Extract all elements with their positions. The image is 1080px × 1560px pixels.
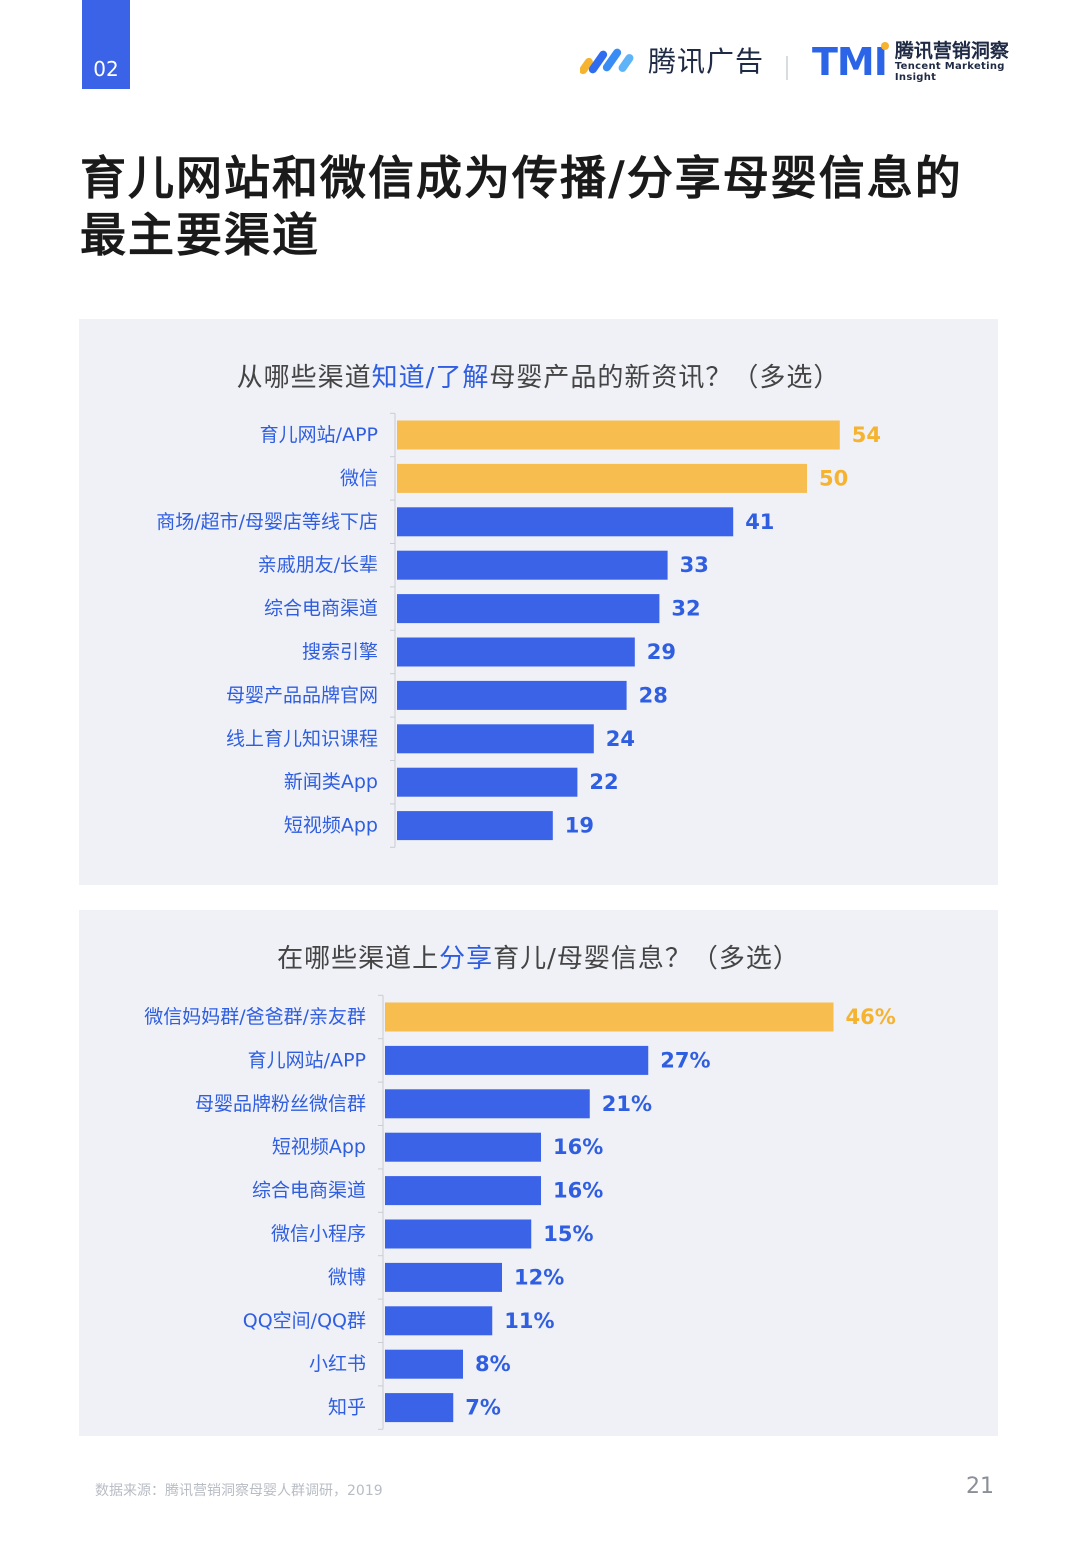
chart-1-bar [397, 463, 807, 493]
data-source-note: 数据来源：腾讯营销洞察母婴人群调研，2019 [95, 1483, 383, 1499]
chart-2: 微信妈妈群/爸爸群/亲友群 46% 育儿网站/APP 27% 母婴品牌粉丝微信群 21% 短… [144, 994, 896, 1430]
chart-1-category-label: 商场/超市/母婴店等线下店 [156, 511, 378, 533]
chart-2-value-label: 15% [543, 1222, 593, 1246]
chart-2-category-label: 微博 [328, 1266, 366, 1288]
chart-2-bar [385, 1349, 463, 1379]
chart-2-value-label: 8% [475, 1352, 511, 1376]
tencent-ads-wordmark: 腾讯广告 [648, 45, 765, 78]
chart-2-bar [385, 1219, 532, 1249]
chart-1-title-post: 母婴产品的新资讯？（多选） [489, 363, 841, 393]
header-logos: 腾讯广告 TMI 腾讯营销洞察 Tencent Marketing Insigh… [580, 40, 1030, 90]
tmi-mark: TMI [812, 40, 889, 84]
chart-1-title-highlight: 知道/了解 [371, 363, 490, 393]
chart-1-bar [397, 507, 734, 537]
chart-2-bar [385, 1045, 649, 1075]
chart-1-category-label: 新闻类App [284, 771, 378, 793]
chart-1-category-label: 微信 [340, 467, 378, 489]
chart-1-bar [397, 550, 668, 580]
chart-panel-1: 从哪些渠道知道/了解母婴产品的新资讯？（多选） 育儿网站/APP 54 微信 50 商场… [79, 319, 998, 885]
tmi-dot-icon [880, 42, 889, 50]
chart-2-value-label: 12% [514, 1265, 564, 1289]
tmi-mark-text: TMI [812, 40, 888, 84]
chart-2-category-label: 综合电商渠道 [252, 1180, 366, 1202]
chart-1-bar [397, 420, 840, 450]
chart-1-value-label: 29 [647, 640, 676, 664]
chart-1-category-label: 搜索引擎 [302, 641, 378, 663]
chart-2-bar [385, 1176, 541, 1206]
chart-2-value-label: 7% [465, 1396, 501, 1420]
chart-2-bar [385, 1306, 493, 1336]
tmi-cn-name: 腾讯营销洞察 [894, 39, 1009, 62]
chart-1-bar [397, 680, 627, 710]
chart-1-bar [397, 594, 660, 624]
chart-1-category-label: 线上育儿知识课程 [226, 728, 378, 750]
chart-2-value-label: 11% [504, 1309, 554, 1333]
chart-2-category-label: 微信小程序 [271, 1223, 366, 1245]
chart-1-category-label: 亲戚朋友/长辈 [258, 554, 378, 576]
chart-2-title-pre: 在哪些渠道上 [277, 944, 440, 974]
chart-2-value-label: 16% [553, 1179, 603, 1203]
chart-1-title: 从哪些渠道知道/了解母婴产品的新资讯？（多选） [79, 357, 998, 394]
chart-1-title-pre: 从哪些渠道 [236, 363, 372, 393]
chart-2-category-label: 知乎 [328, 1397, 366, 1419]
tmi-en-name: Tencent Marketing Insight [894, 61, 1005, 84]
chart-2-category-label: 微信妈妈群/爸爸群/亲友群 [144, 1006, 366, 1028]
chart-2-category-label: 小红书 [309, 1353, 366, 1375]
chart-2-value-label: 27% [660, 1048, 710, 1072]
chart-1-value-label: 54 [852, 423, 881, 447]
chart-1-value-label: 22 [589, 770, 618, 794]
chart-1-category-label: 母婴产品品牌官网 [226, 684, 378, 706]
chart-1-value-label: 24 [606, 727, 635, 751]
chart-2-bar [385, 1262, 502, 1292]
chart-2-value-label: 16% [553, 1135, 603, 1159]
chart-2-bar [385, 1089, 590, 1119]
chart-1-value-label: 41 [745, 510, 774, 534]
tmi-wordmark: 腾讯营销洞察 Tencent Marketing Insight [894, 39, 1030, 84]
chart-1-value-label: 19 [565, 814, 594, 838]
chart-2-bar [385, 1002, 834, 1032]
chart-2-title-highlight: 分享 [439, 944, 494, 974]
chart-1-value-label: 33 [680, 553, 709, 577]
logo-divider [786, 56, 788, 80]
chart-2-value-label: 46% [846, 1005, 896, 1029]
chart-1-value-label: 28 [639, 683, 668, 707]
chart-panel-2: 在哪些渠道上分享育儿/母婴信息？（多选） 微信妈妈群/爸爸群/亲友群 46% 育儿网… [79, 910, 998, 1436]
chart-2-category-label: QQ空间/QQ群 [243, 1310, 366, 1332]
chart-2-value-label: 21% [602, 1092, 652, 1116]
page-number: 21 [966, 1474, 994, 1499]
chart-1-value-label: 50 [819, 466, 848, 490]
chart-2-title-post: 育儿/母婴信息？（多选） [493, 944, 800, 974]
chart-1-value-label: 32 [671, 597, 700, 621]
chart-2-category-label: 母婴品牌粉丝微信群 [195, 1093, 366, 1115]
chart-2-category-label: 育儿网站/APP [248, 1049, 366, 1071]
tencent-ads-logo: 腾讯广告 [580, 40, 764, 80]
chart-1-bar [397, 767, 578, 797]
chart-2-category-label: 短视频App [272, 1136, 366, 1158]
chart-2-bar [385, 1393, 454, 1423]
chart-1-bar [397, 637, 635, 667]
chart-1-category-label: 综合电商渠道 [264, 598, 378, 620]
chart-2-title: 在哪些渠道上分享育儿/母婴信息？（多选） [79, 938, 998, 975]
chart-1-category-label: 短视频App [284, 815, 378, 837]
chart-1: 育儿网站/APP 54 微信 50 商场/超市/母婴店等线下店 41 亲戚朋友/长辈 33 综合… [156, 412, 881, 848]
tencent-ads-icon [580, 48, 634, 75]
page-title: 育儿网站和微信成为传播/分享母婴信息的最主要渠道 [80, 151, 963, 262]
page-number-tab: 02 [82, 0, 130, 89]
chart-1-bar [397, 811, 553, 841]
chart-1-bar [397, 724, 594, 754]
chart-2-bar [385, 1132, 541, 1162]
page-tab-label: 02 [93, 57, 119, 81]
tmi-logo: TMI 腾讯营销洞察 Tencent Marketing Insight [812, 40, 1030, 84]
chart-1-category-label: 育儿网站/APP [260, 424, 378, 446]
